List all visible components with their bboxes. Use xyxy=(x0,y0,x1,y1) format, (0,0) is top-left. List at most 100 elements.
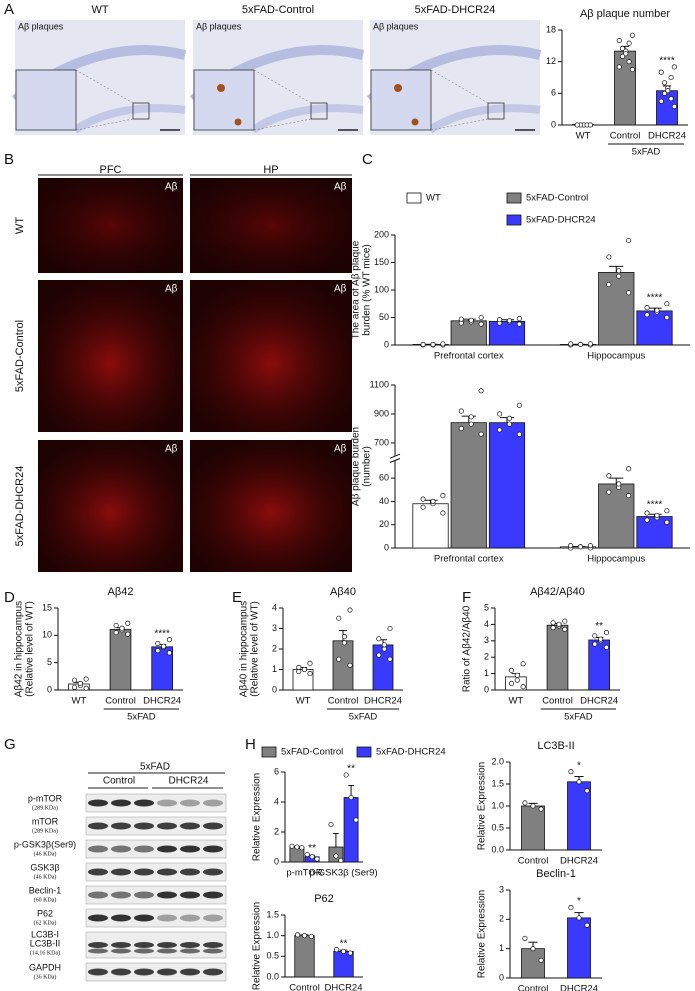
blot-strip xyxy=(85,931,227,959)
x-tick-label: Control xyxy=(610,131,641,142)
y-tick-label: 40 xyxy=(379,496,389,506)
data-point xyxy=(387,625,393,632)
fluorescence-signal xyxy=(38,440,183,572)
group-label: 5xFAD xyxy=(632,147,661,158)
data-point xyxy=(522,800,528,806)
blot-band xyxy=(88,942,108,948)
data-point xyxy=(576,779,582,785)
bar xyxy=(294,935,315,978)
significance: * xyxy=(577,896,581,907)
y-tick-label: 0 xyxy=(384,542,389,552)
blot-strip xyxy=(85,885,227,905)
data-point xyxy=(506,415,513,421)
data-point xyxy=(587,341,593,347)
y-tick-label: 12 xyxy=(546,56,556,66)
bar xyxy=(412,503,449,549)
significance: * xyxy=(577,760,581,771)
data-point xyxy=(155,648,161,654)
y-tick-label: 2 xyxy=(499,914,504,924)
y-tick-label: 1.5 xyxy=(266,909,279,919)
blot-band xyxy=(157,948,177,954)
blot-size: (62 KDa) xyxy=(34,919,57,926)
data-point xyxy=(338,857,344,864)
bar xyxy=(614,50,636,126)
y-tick-label: 0 xyxy=(47,684,52,694)
data-point xyxy=(619,45,626,52)
image-title: WT xyxy=(91,4,108,16)
blot-band xyxy=(157,799,177,807)
inset-roi xyxy=(487,102,505,120)
inset-guide xyxy=(430,118,489,131)
fluorescence-signal xyxy=(190,280,352,432)
legend-swatch xyxy=(356,746,372,758)
panel-label: E xyxy=(232,589,242,606)
data-point xyxy=(430,341,436,348)
blot-band xyxy=(180,948,200,954)
data-point xyxy=(113,622,119,629)
data-point xyxy=(125,631,131,637)
data-point xyxy=(644,510,650,516)
data-point xyxy=(333,853,339,859)
bar xyxy=(488,422,526,549)
data-point xyxy=(587,122,593,128)
plaque xyxy=(234,118,242,126)
data-point xyxy=(468,421,474,427)
blot-band xyxy=(111,942,131,948)
data-point xyxy=(514,677,520,683)
data-point xyxy=(568,341,574,347)
y-tick-label: 700 xyxy=(374,437,389,447)
data-point xyxy=(598,636,604,642)
data-point xyxy=(577,544,584,550)
bar xyxy=(343,797,359,863)
y-tick-label: 2 xyxy=(272,643,277,653)
legend-label: 5xFAD-Control xyxy=(281,747,343,758)
blot-strip xyxy=(85,862,227,882)
y-tick-label: 20 xyxy=(379,519,389,529)
x-tick-label: p-GSK3β (Ser9) xyxy=(309,868,377,879)
data-point xyxy=(468,414,474,420)
data-point xyxy=(661,80,668,86)
data-point xyxy=(661,90,668,96)
y-axis-label: Aβ42 in hippocampus xyxy=(14,601,25,697)
data-point xyxy=(155,640,161,647)
blot-size: (60 KDa) xyxy=(34,896,57,903)
blot-band xyxy=(157,914,177,922)
data-point xyxy=(665,88,671,94)
image-label: Aβ plaques xyxy=(196,21,242,31)
x-tick-label: Hippocampus xyxy=(587,554,645,565)
data-point xyxy=(584,788,590,794)
data-point xyxy=(626,466,632,472)
blot-band xyxy=(134,948,154,954)
blot-band xyxy=(203,948,223,954)
blot-band xyxy=(111,891,131,899)
group-label: 5xFAD xyxy=(127,712,156,723)
legend-swatch xyxy=(406,192,422,204)
data-point xyxy=(671,64,677,70)
axis-break xyxy=(391,456,399,461)
data-point xyxy=(420,504,426,510)
blot-band xyxy=(203,914,223,922)
data-point xyxy=(308,933,314,940)
data-point xyxy=(440,493,446,499)
group-label: 5xFAD xyxy=(349,712,378,723)
significance: **** xyxy=(647,292,663,303)
x-tick-label: Control xyxy=(518,984,549,991)
blot-name: GSK3β xyxy=(30,862,59,872)
blot-strip xyxy=(85,962,227,982)
panel-label: G xyxy=(4,736,16,753)
blot-band xyxy=(180,799,200,807)
x-tick-label: DHCR24 xyxy=(560,856,598,867)
y-tick-label: 5 xyxy=(47,657,52,667)
data-point xyxy=(584,922,590,928)
data-point xyxy=(520,661,526,667)
data-point xyxy=(568,769,574,775)
data-point xyxy=(603,644,610,650)
y-tick-label: 0 xyxy=(551,119,556,129)
x-tick-label: Control xyxy=(518,856,549,867)
blot-band xyxy=(203,968,223,976)
blot-band xyxy=(180,914,200,922)
blot-band xyxy=(157,822,177,830)
chart-title: Aβ40 xyxy=(330,586,356,598)
data-point xyxy=(577,341,584,348)
blot-name: LC3B-II xyxy=(30,938,61,948)
